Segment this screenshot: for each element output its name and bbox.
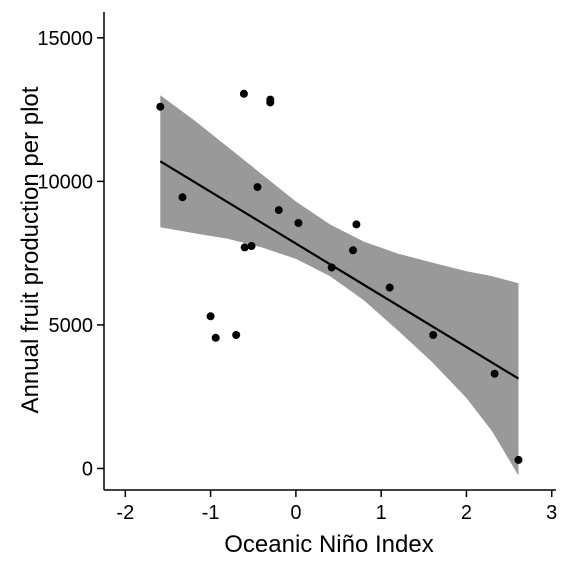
data-point (327, 263, 336, 272)
data-point (385, 283, 394, 292)
regression-line (159, 160, 520, 380)
data-point (490, 369, 499, 378)
data-points (156, 89, 523, 464)
data-point (266, 98, 275, 107)
x-tick-label: 1 (376, 502, 387, 524)
data-point (156, 102, 165, 111)
data-point (247, 242, 256, 250)
x-tick-label: -1 (202, 502, 220, 524)
data-point (211, 333, 220, 342)
data-point (429, 331, 438, 339)
y-axis-title: Annual fruit production per plot (17, 86, 44, 413)
confidence-band-layer (160, 95, 519, 476)
data-point (206, 312, 215, 321)
data-point (253, 183, 262, 192)
axes: -2 -1 0 1 2 3 0 5000 10000 15000 (37, 12, 557, 524)
data-point (274, 206, 283, 215)
confidence-band (160, 95, 519, 476)
x-tick-label: -2 (116, 502, 134, 524)
fit-line-layer (159, 160, 520, 380)
x-axis-title: Oceanic Niño Index (224, 531, 433, 558)
data-point (232, 331, 241, 339)
data-point (349, 246, 357, 255)
data-point (294, 219, 303, 227)
x-tick-label: 2 (461, 502, 472, 524)
data-point (239, 89, 248, 98)
x-tick-label: 0 (290, 502, 301, 524)
data-point (352, 220, 361, 229)
data-point (240, 243, 249, 252)
data-point (178, 193, 187, 202)
data-point (514, 455, 523, 464)
y-tick-label: 0 (82, 458, 93, 480)
y-tick-label: 15000 (37, 28, 93, 50)
y-tick-label: 5000 (49, 315, 94, 337)
y-tick-label: 10000 (37, 171, 93, 193)
x-tick-label: 3 (546, 502, 557, 524)
